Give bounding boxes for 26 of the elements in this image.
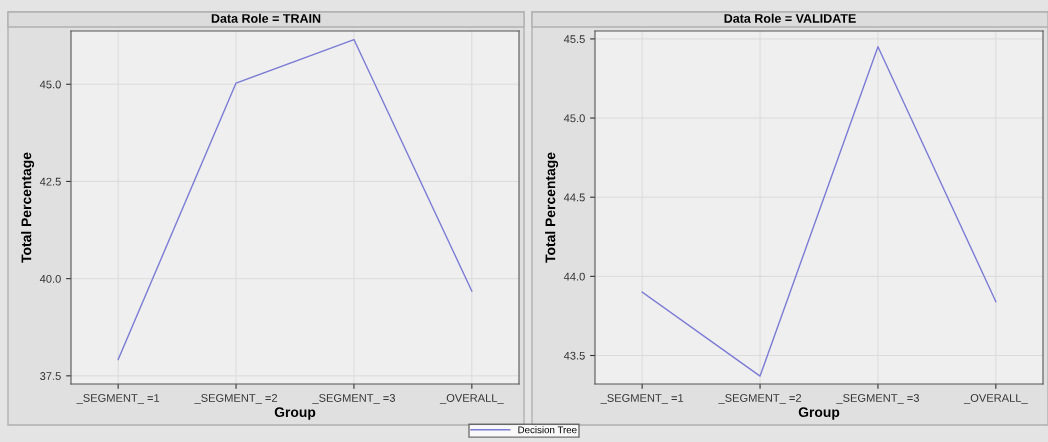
x-axis-title: Group (274, 407, 316, 420)
y-axis-title: Total Percentage (545, 152, 559, 263)
y-tick-label: 45.5 (563, 35, 585, 44)
line-series (641, 46, 997, 377)
y-tick-label: 44.0 (563, 272, 585, 281)
x-axis-title: Group (798, 407, 840, 420)
x-tick-label: _SEGMENT_ =1 (76, 394, 160, 404)
y-tick-label: 43.5 (563, 351, 585, 360)
y-tick-label: 44.5 (563, 193, 585, 202)
x-tick-label: _SEGMENT_ =2 (718, 394, 802, 404)
x-tick-label: _SEGMENT_ =2 (194, 394, 278, 404)
legend-label: Decision Tree (518, 426, 577, 434)
y-tick-label: 45.0 (563, 114, 585, 123)
chart-title: Data Role = TRAIN (211, 13, 321, 23)
y-tick-label: 45.0 (39, 80, 61, 89)
y-axis-title: Total Percentage (21, 152, 35, 263)
x-tick-label: _OVERALL_ (963, 394, 1028, 404)
x-tick-label: _SEGMENT_ =3 (312, 394, 395, 404)
y-tick-label: 37.5 (40, 372, 61, 380)
y-tick-label: 40.0 (39, 274, 61, 283)
x-tick-label: _SEGMENT_ =3 (836, 394, 919, 404)
chart-title: Data Role = VALIDATE (724, 13, 856, 23)
line-series (117, 38, 473, 361)
x-tick-label: _SEGMENT_ =1 (600, 394, 684, 404)
x-tick-label: _OVERALL_ (439, 394, 504, 404)
y-tick-label: 42.5 (39, 177, 61, 186)
